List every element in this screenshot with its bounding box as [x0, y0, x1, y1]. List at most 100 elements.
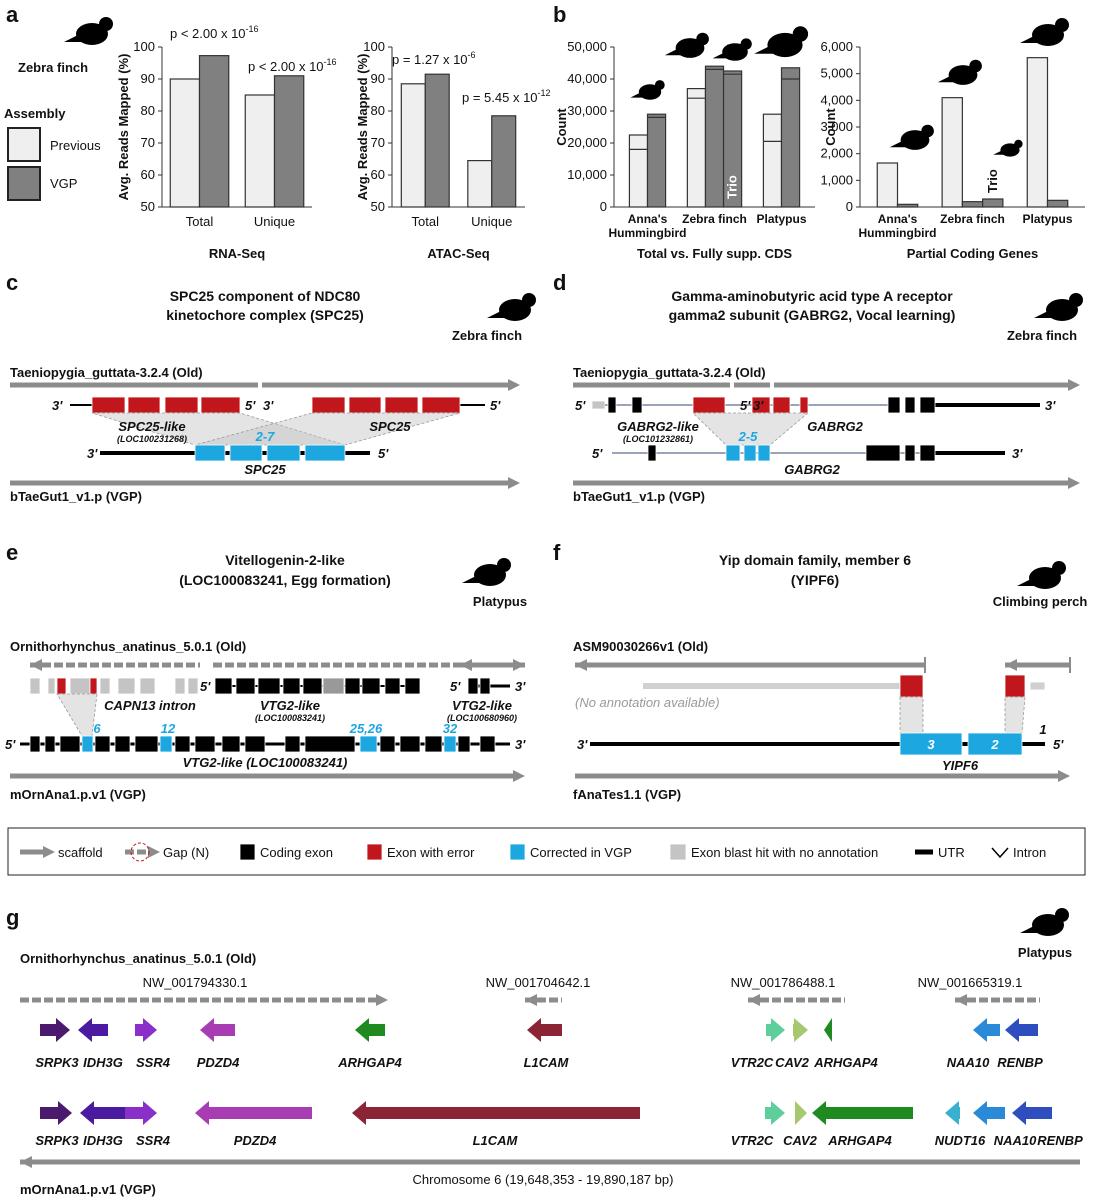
x-axis-label: RNA-Seq: [209, 246, 265, 261]
exon-number: 1: [1039, 722, 1046, 737]
legend-label: VGP: [50, 176, 77, 191]
annotation-text: p < 2.00 x 10: [170, 26, 246, 41]
shape: [669, 843, 687, 861]
shape: [69, 677, 91, 695]
shape: [1005, 1018, 1038, 1042]
gene-label: SPC25: [244, 462, 286, 477]
shape: [7, 827, 1086, 876]
bar-label: Trio: [985, 169, 1000, 193]
shape: [376, 994, 388, 1006]
shape: [973, 1018, 1000, 1042]
end: 5': [740, 398, 751, 413]
panel-label: a: [6, 2, 19, 27]
shape: [1052, 561, 1066, 575]
x-tick-label: Zebra finch: [682, 212, 747, 226]
annotation: p < 2.00 x 10-16: [248, 57, 337, 74]
end: 3': [515, 679, 526, 694]
scaffold-name: NW_001704642.1: [486, 975, 591, 990]
shape: [78, 1018, 108, 1042]
shape: [993, 150, 1004, 155]
legend-label: scaffold: [58, 845, 103, 860]
shape: [443, 735, 457, 753]
shape: [722, 43, 748, 61]
gene-label: VTR2C: [731, 1055, 774, 1070]
bar: [169, 78, 201, 208]
shape: [740, 38, 752, 50]
shape: [460, 659, 472, 671]
annotation: p < 2.00 x 10-16: [170, 24, 259, 41]
assembly: Ornithorhynchus_anatinus_5.0.1 (Old): [20, 951, 256, 966]
shape: [127, 396, 161, 414]
shape: [229, 444, 263, 462]
shape: [754, 45, 774, 54]
gene-label: GABRG2: [784, 462, 840, 477]
shape: [799, 396, 809, 414]
gene-label: VTR2C: [731, 1133, 774, 1148]
x-tick-label: Unique: [471, 214, 512, 229]
corrected-label: 12: [161, 721, 176, 736]
shape: [134, 735, 159, 753]
title: gamma2 subunit (GABRG2, Vocal learning): [669, 307, 956, 323]
shape: [919, 396, 936, 414]
gene-label: CAV2: [783, 1133, 817, 1148]
shape: [525, 994, 537, 1006]
x-axis-label: ATAC-Seq: [427, 246, 489, 261]
shape: [630, 92, 643, 98]
gene-label: SPC25-like: [118, 419, 185, 434]
bar: [896, 203, 919, 208]
shape: [948, 65, 978, 85]
gene-label: RENBP: [997, 1055, 1043, 1070]
shape: [1020, 35, 1038, 43]
y-tick-label: 80: [141, 103, 155, 118]
y-tick-label: 60: [141, 167, 155, 182]
annotation-exponent: -16: [324, 57, 337, 67]
shape: [487, 310, 505, 318]
shape: [513, 770, 525, 782]
shape: [239, 843, 256, 861]
shape: [1000, 143, 1020, 157]
end: 5': [450, 679, 461, 694]
shape: [404, 677, 421, 695]
shape: [1020, 925, 1038, 933]
shape: [1046, 299, 1078, 321]
y-tick-label: 80: [371, 103, 385, 118]
shape: [304, 444, 346, 462]
y-axis-label: Avg. Reads Mapped (%): [355, 54, 370, 201]
shape: [937, 75, 954, 83]
corrected-label: 2-7: [255, 429, 276, 444]
gene-label: CAPN13 intron: [104, 698, 196, 713]
shape: [591, 400, 606, 410]
shape: [80, 1101, 125, 1125]
y-tick-label: 0: [846, 199, 853, 214]
shape: [479, 735, 496, 753]
chromosome: Chromosome 6 (19,648,353 - 19,890,187 bp…: [413, 1172, 674, 1187]
title: Vitellogenin-2-like: [225, 552, 345, 568]
end: 5': [5, 737, 16, 752]
assembly: fAnaTes1.1 (VGP): [573, 787, 681, 802]
gene-label: PDZD4: [197, 1055, 240, 1070]
shape: [508, 477, 520, 489]
legend-swatch: [7, 127, 41, 162]
bar: [1026, 57, 1049, 208]
legend-title: Assembly: [4, 106, 66, 121]
legend-label: UTR: [938, 845, 965, 860]
gene-label: PDZD4: [234, 1133, 277, 1148]
species: Zebra finch: [18, 60, 88, 75]
title: (LOC100083241, Egg formation): [179, 572, 391, 588]
bar: [1046, 199, 1069, 208]
shape: [29, 677, 41, 695]
end: 5': [200, 679, 211, 694]
shape: [99, 17, 113, 31]
end: 3': [1012, 446, 1023, 461]
shape: [765, 1101, 785, 1125]
end: 5': [592, 446, 603, 461]
x-tick-label: Total: [412, 214, 440, 229]
shape: [967, 732, 1023, 756]
x-tick-label: Platypus: [1022, 212, 1073, 226]
shape: [99, 677, 111, 695]
shape: [257, 677, 281, 695]
shape: [29, 735, 41, 753]
shape: [117, 677, 136, 695]
y-tick-label: 40,000: [567, 71, 607, 86]
assembly: bTaeGut1_v1.p (VGP): [10, 489, 142, 504]
